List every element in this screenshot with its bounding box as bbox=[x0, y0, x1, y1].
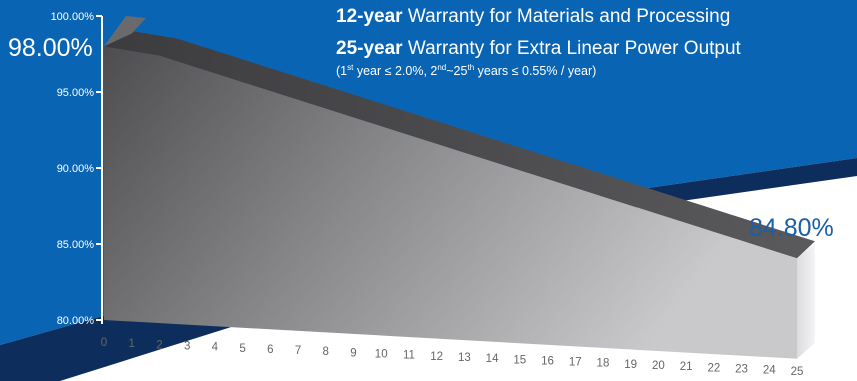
area-front-face bbox=[104, 46, 797, 359]
x-tick-label: 18 bbox=[597, 358, 610, 370]
area-top-face bbox=[104, 29, 815, 259]
y-tick-label: 100.00% bbox=[51, 11, 95, 23]
power-warranty-line: 25-year Warranty for Extra Linear Power … bbox=[336, 38, 741, 60]
x-tick-label: 11 bbox=[403, 350, 415, 362]
x-tick-label: 14 bbox=[486, 353, 499, 365]
x-tick-label: 10 bbox=[375, 349, 388, 361]
power-warranty-years: 25-year bbox=[336, 38, 403, 59]
materials-warranty-line: 12-year Warranty for Materials and Proce… bbox=[336, 6, 730, 28]
x-tick-label: 3 bbox=[184, 340, 190, 352]
x-tick-label: 16 bbox=[541, 355, 554, 367]
x-tick-label: 23 bbox=[735, 363, 748, 375]
x-tick-label: 1 bbox=[129, 338, 135, 350]
note-part-2: year ≤ 2.0%, 2 bbox=[353, 64, 438, 78]
area-start-step bbox=[104, 16, 146, 47]
x-tick-label: 13 bbox=[458, 352, 471, 364]
note-sup-3: th bbox=[467, 62, 475, 72]
note-part-4: years ≤ 0.55% / year) bbox=[474, 64, 597, 78]
note-sup-2: nd bbox=[437, 62, 447, 72]
x-tick-label: 8 bbox=[323, 346, 329, 358]
y-tick-label: 95.00% bbox=[57, 87, 95, 99]
x-tick-label: 19 bbox=[624, 359, 637, 371]
area-solid bbox=[104, 16, 815, 359]
x-tick-label: 24 bbox=[763, 365, 776, 377]
note-part-1: (1 bbox=[336, 64, 348, 78]
materials-warranty-years: 12-year bbox=[336, 6, 403, 27]
x-tick-label: 6 bbox=[267, 344, 273, 356]
x-tick-label: 20 bbox=[652, 360, 665, 372]
x-tick-label: 0 bbox=[101, 337, 107, 349]
x-tick-label: 9 bbox=[350, 347, 356, 359]
y-axis: 80.00% 85.00% 90.00% 95.00% 100.00% bbox=[51, 11, 103, 327]
x-tick-label: 4 bbox=[212, 342, 219, 354]
y-tick-label: 80.00% bbox=[57, 315, 95, 327]
area-side-face bbox=[797, 243, 815, 359]
degradation-note: (1st year ≤ 2.0%, 2nd~25th years ≤ 0.55%… bbox=[336, 62, 597, 78]
x-tick-label: 2 bbox=[156, 339, 162, 351]
y-tick-label: 90.00% bbox=[57, 163, 95, 175]
start-value-label: 98.00% bbox=[8, 34, 93, 62]
materials-warranty-text: Warranty for Materials and Processing bbox=[402, 6, 731, 27]
x-tick-label: 21 bbox=[680, 361, 693, 373]
note-sup-1: st bbox=[347, 62, 354, 72]
y-tick-label: 85.00% bbox=[57, 239, 95, 251]
x-tick-label: 12 bbox=[430, 351, 443, 363]
x-tick-label: 5 bbox=[239, 343, 245, 355]
power-warranty-text: Warranty for Extra Linear Power Output bbox=[402, 38, 741, 59]
end-value-label: 84.80% bbox=[749, 214, 834, 242]
x-tick-label: 7 bbox=[295, 345, 301, 357]
x-tick-label: 22 bbox=[707, 362, 720, 374]
x-tick-label: 25 bbox=[791, 366, 804, 378]
x-tick-label: 17 bbox=[569, 357, 582, 369]
note-part-3: ~25 bbox=[446, 64, 468, 78]
x-axis-ticks: 0 1 2 3 4 5 6 7 8 9 10 11 12 13 14 15 16 17 18 19 20 21 22 23 24… bbox=[101, 337, 804, 378]
x-tick-label: 15 bbox=[513, 354, 526, 366]
